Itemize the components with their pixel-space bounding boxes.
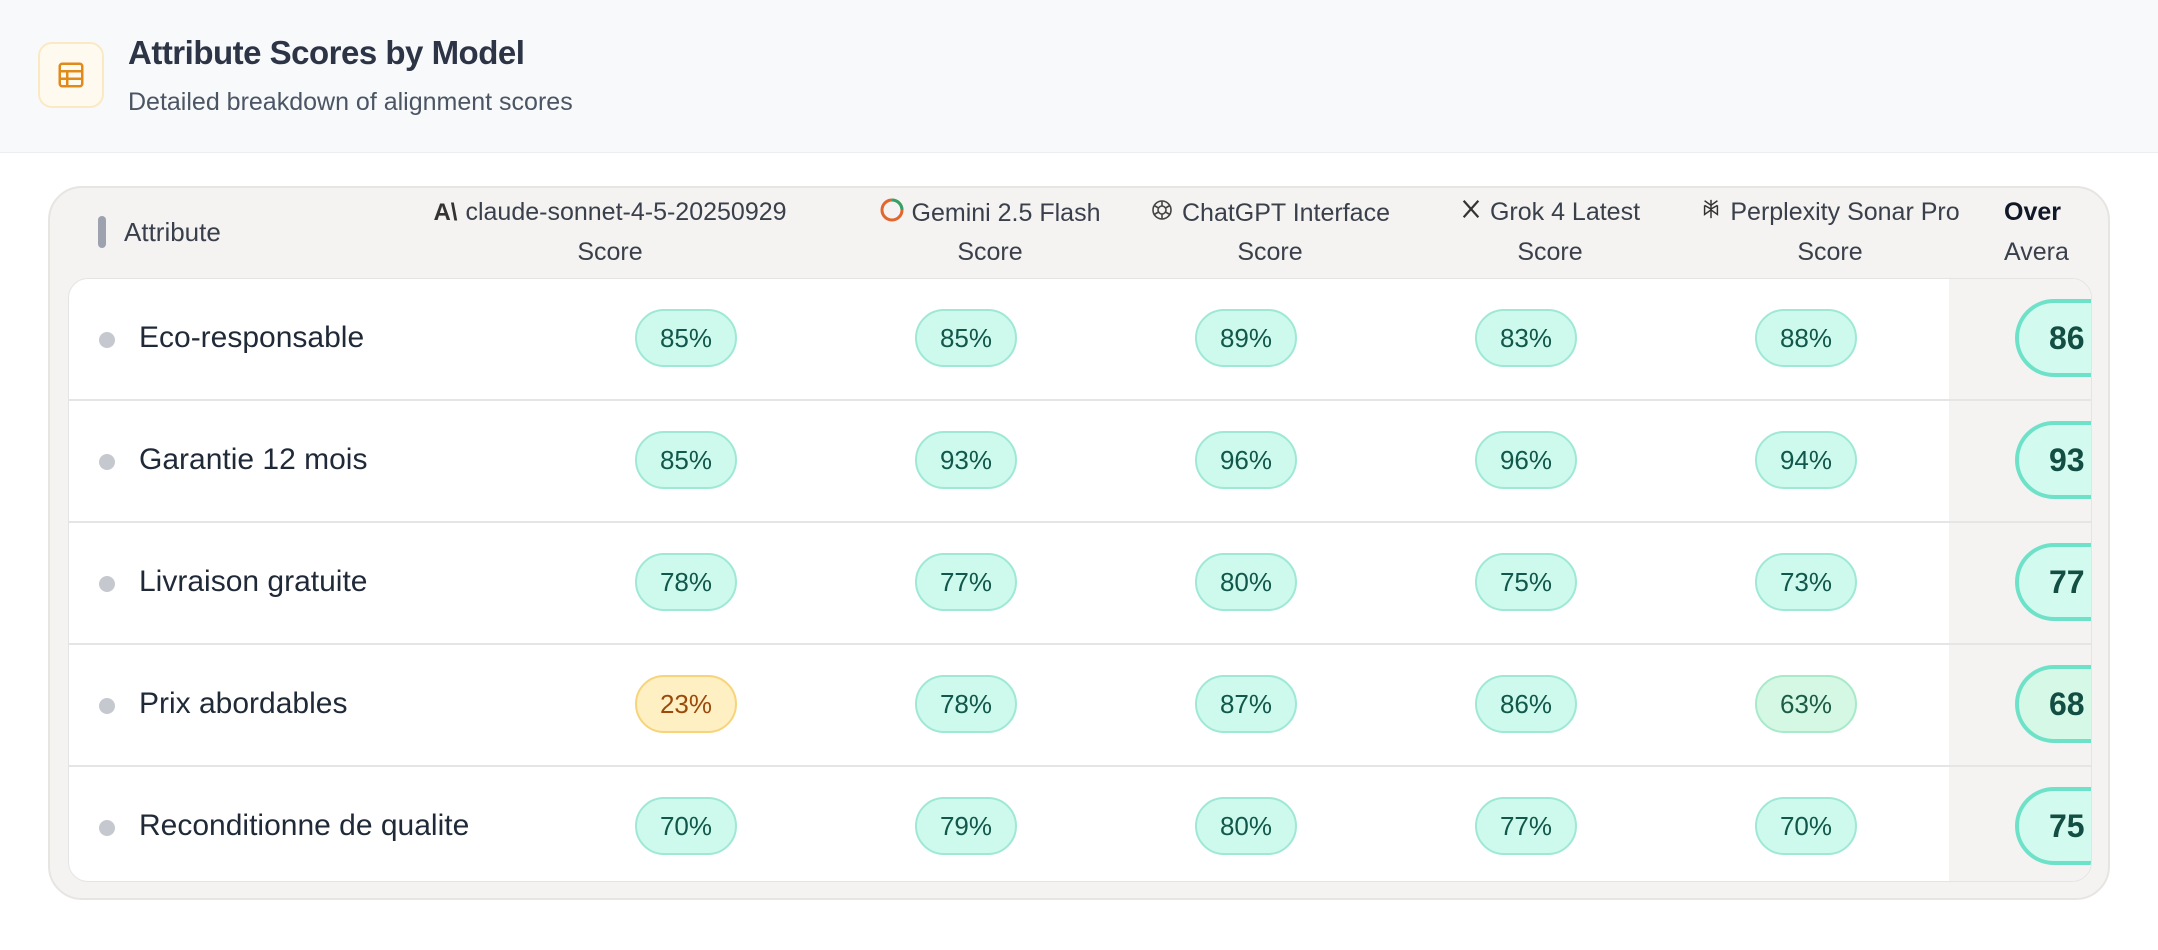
row-divider — [69, 399, 2091, 401]
page-header: Attribute Scores by Model Detailed break… — [0, 0, 2158, 153]
perplexity-icon — [1700, 198, 1722, 227]
average-pill: 77 — [2015, 543, 2091, 621]
scores-table-card: Attribute A\ claude-sonnet-4-5-20250929 … — [48, 186, 2110, 900]
model-name: Grok 4 Latest — [1489, 198, 1641, 226]
score-pill: 96% — [1475, 431, 1577, 489]
score-pill: 78% — [915, 675, 1017, 733]
score-pill: 89% — [1195, 309, 1297, 367]
score-pill: 63% — [1755, 675, 1857, 733]
score-pill: 85% — [915, 309, 1017, 367]
column-header-chatgpt[interactable]: ChatGPT Interface Score — [1120, 188, 1420, 278]
column-header-grok[interactable]: Grok 4 Latest Score — [1400, 188, 1700, 278]
row-bullet — [99, 454, 115, 470]
score-pill: 73% — [1755, 553, 1857, 611]
table-row[interactable]: Reconditionne de qualite 70% 79% 80% 77%… — [69, 767, 2091, 881]
table-body: Eco-responsable 85% 85% 89% 83% 88% 86 G… — [68, 278, 2092, 882]
score-pill: 93% — [915, 431, 1017, 489]
score-pill: 86% — [1475, 675, 1577, 733]
score-pill: 77% — [915, 553, 1017, 611]
model-name: claude-sonnet-4-5-20250929 — [465, 198, 787, 226]
openai-icon — [1150, 198, 1174, 229]
attribute-header-label: Attribute — [124, 216, 221, 247]
column-header-perplexity[interactable]: Perplexity Sonar Pro Score — [1680, 188, 1980, 278]
score-pill: 96% — [1195, 431, 1297, 489]
score-pill: 79% — [915, 797, 1017, 855]
average-pill: 86 — [2015, 299, 2091, 377]
model-name: ChatGPT Interface — [1182, 199, 1390, 227]
score-pill: 94% — [1755, 431, 1857, 489]
score-pill: 87% — [1195, 675, 1297, 733]
score-pill: 80% — [1195, 797, 1297, 855]
column-subheader: Score — [577, 238, 643, 266]
gemini-icon — [880, 198, 904, 229]
score-pill: 88% — [1755, 309, 1857, 367]
score-pill: 75% — [1475, 553, 1577, 611]
row-bullet — [99, 576, 115, 592]
model-name: Perplexity Sonar Pro — [1730, 198, 1960, 226]
column-marker — [98, 216, 106, 248]
row-divider — [69, 521, 2091, 523]
row-bullet — [99, 332, 115, 348]
row-divider — [69, 643, 2091, 645]
score-pill: 85% — [635, 309, 737, 367]
row-bullet — [99, 820, 115, 836]
attribute-label: Garantie 12 mois — [139, 443, 368, 476]
overall-header: Over — [2004, 198, 2061, 226]
attribute-label: Eco-responsable — [139, 321, 365, 354]
average-pill: 93 — [2015, 421, 2091, 499]
model-name: Gemini 2.5 Flash — [911, 199, 1101, 227]
page-subtitle: Detailed breakdown of alignment scores — [128, 88, 573, 116]
average-pill: 68 — [2015, 665, 2091, 743]
attribute-label: Prix abordables — [139, 687, 348, 720]
score-pill: 85% — [635, 431, 737, 489]
anthropic-icon: A\ — [433, 198, 458, 226]
score-pill: 70% — [1755, 797, 1857, 855]
column-header-overall[interactable]: Over Avera — [2004, 188, 2108, 278]
attribute-label: Livraison gratuite — [139, 565, 368, 598]
score-pill: 77% — [1475, 797, 1577, 855]
overall-subheader: Avera — [2004, 238, 2069, 266]
row-bullet — [99, 698, 115, 714]
table-row[interactable]: Garantie 12 mois 85% 93% 96% 96% 94% 93 — [69, 401, 2091, 523]
attribute-column-header[interactable]: Attribute — [98, 216, 221, 248]
row-divider — [69, 765, 2091, 767]
column-subheader: Score — [1237, 238, 1303, 266]
column-header-claude[interactable]: A\ claude-sonnet-4-5-20250929 Score — [433, 188, 786, 278]
column-subheader: Score — [1517, 238, 1583, 266]
table-row[interactable]: Prix abordables 23% 78% 87% 86% 63% 68 — [69, 645, 2091, 767]
column-subheader: Score — [1797, 238, 1863, 266]
table-row[interactable]: Eco-responsable 85% 85% 89% 83% 88% 86 — [69, 279, 2091, 401]
score-pill: 70% — [635, 797, 737, 855]
table-row[interactable]: Livraison gratuite 78% 77% 80% 75% 73% 7… — [69, 523, 2091, 645]
score-pill: 78% — [635, 553, 737, 611]
score-pill: 80% — [1195, 553, 1297, 611]
column-header-gemini[interactable]: Gemini 2.5 Flash Score — [840, 188, 1140, 278]
average-pill: 75 — [2015, 787, 2091, 865]
table-icon — [38, 42, 104, 108]
x-icon — [1460, 198, 1482, 227]
attribute-label: Reconditionne de qualite — [139, 809, 470, 842]
score-pill: 83% — [1475, 309, 1577, 367]
score-pill: 23% — [635, 675, 737, 733]
page-title: Attribute Scores by Model — [128, 34, 525, 71]
column-subheader: Score — [957, 238, 1023, 266]
